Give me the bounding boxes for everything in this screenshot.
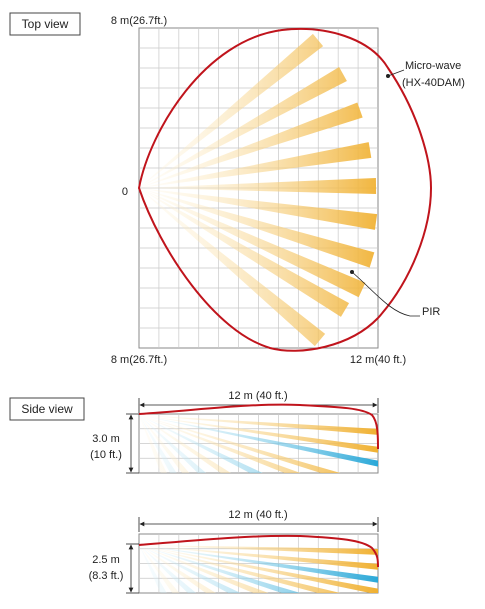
- pir-beam: [139, 188, 350, 317]
- microwave-label-name: Micro-wave: [405, 60, 461, 72]
- pir-beam: [139, 188, 366, 298]
- pir-beam-warm: [139, 415, 378, 435]
- pir-beam-cool: [139, 415, 177, 473]
- side1-range-label: 12 m (40 ft.): [228, 390, 287, 402]
- origin-label: 0: [122, 186, 128, 198]
- side2-range-label: 12 m (40 ft.): [228, 509, 287, 521]
- pir-beam-warm: [139, 545, 216, 593]
- pir-beam: [139, 178, 377, 194]
- microwave-leader-dot: [386, 74, 390, 78]
- pir-beam: [139, 33, 324, 189]
- side1-microwave-outline: [138, 403, 379, 450]
- microwave-leader-line: [387, 69, 405, 77]
- pir-beam: [139, 142, 372, 188]
- pir-beam: [139, 188, 375, 268]
- side-view-title-box: [9, 397, 85, 421]
- side2-microwave-outline: [138, 534, 379, 568]
- side1-height-label-ft: (10 ft.): [90, 449, 122, 461]
- pir-beam-warm: [139, 545, 269, 593]
- pir-beam-cool: [139, 545, 241, 593]
- pir-beam-cool: [139, 545, 378, 583]
- pir-beam-warm: [139, 415, 301, 473]
- pir-beam: [139, 188, 378, 230]
- side1-height-label: 3.0 m: [92, 433, 120, 445]
- pir-beam-warm: [139, 415, 190, 473]
- pir-beam-cool: [139, 415, 263, 473]
- pir-beam-cool: [139, 545, 167, 593]
- pir-beam-warm: [139, 415, 378, 453]
- side1-pir-beams: [139, 415, 378, 473]
- pir-beam-warm: [139, 545, 378, 593]
- pir-beam-warm: [139, 415, 231, 473]
- pir-beam-warm: [139, 545, 378, 570]
- top-view-title-box: [9, 12, 81, 36]
- pir-leader-dot: [350, 270, 354, 274]
- side2-height-label-ft: (8.3 ft.): [89, 570, 124, 582]
- range-distance-label: 12 m(40 ft.): [350, 354, 406, 366]
- pir-label: PIR: [422, 306, 440, 318]
- pir-beam-warm: [139, 545, 378, 555]
- side-view-title: Side view: [21, 402, 73, 416]
- top-view-pir-beams: [139, 33, 378, 347]
- pir-beam-warm: [139, 545, 341, 593]
- microwave-label-model: (HX-40DAM): [402, 77, 465, 89]
- pir-beam-warm: [139, 415, 167, 473]
- pir-leader-line: [351, 271, 420, 317]
- side2-pir-beams: [139, 545, 378, 593]
- pir-beam: [139, 102, 363, 188]
- top-view-title: Top view: [22, 17, 69, 31]
- side-view-panel-2: 12 m (40 ft.) 2.5 m (8.3 ft.): [89, 509, 379, 594]
- pir-beam-warm: [139, 415, 341, 473]
- top-view-panel: Top view Micro-wave (HX-40DAM) PIR 8 m(2…: [9, 12, 465, 366]
- microwave-pattern-outline: [137, 27, 433, 352]
- top-edge-distance-label: 8 m(26.7ft.): [111, 15, 167, 27]
- pir-beam-cool: [139, 545, 301, 593]
- pir-beam-cool: [139, 415, 378, 467]
- side-view-panel-1: Side view 12 m (40 ft.) 3.0 m (10 ft.): [9, 390, 379, 474]
- pir-beam-warm: [139, 545, 180, 593]
- pir-beam: [139, 67, 347, 188]
- pir-beam: [139, 188, 326, 347]
- side2-height-label: 2.5 m: [92, 554, 120, 566]
- pir-beam-cool: [139, 415, 207, 473]
- bottom-edge-distance-label: 8 m(26.7ft.): [111, 354, 167, 366]
- pir-beam-cool: [139, 545, 197, 593]
